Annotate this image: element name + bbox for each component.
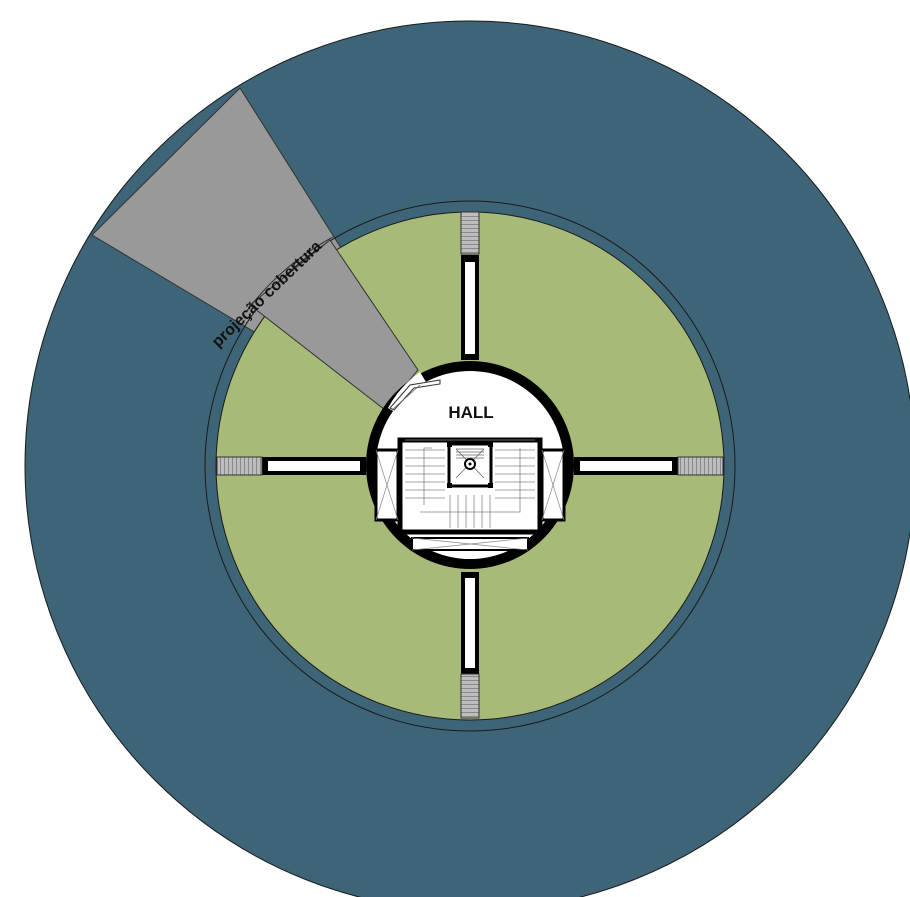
roof-projection-arc <box>245 236 334 313</box>
central-core <box>366 361 574 569</box>
hall-label: HALL <box>448 403 493 422</box>
cross-walls <box>216 211 724 719</box>
garden-outer-ring <box>204 200 736 732</box>
